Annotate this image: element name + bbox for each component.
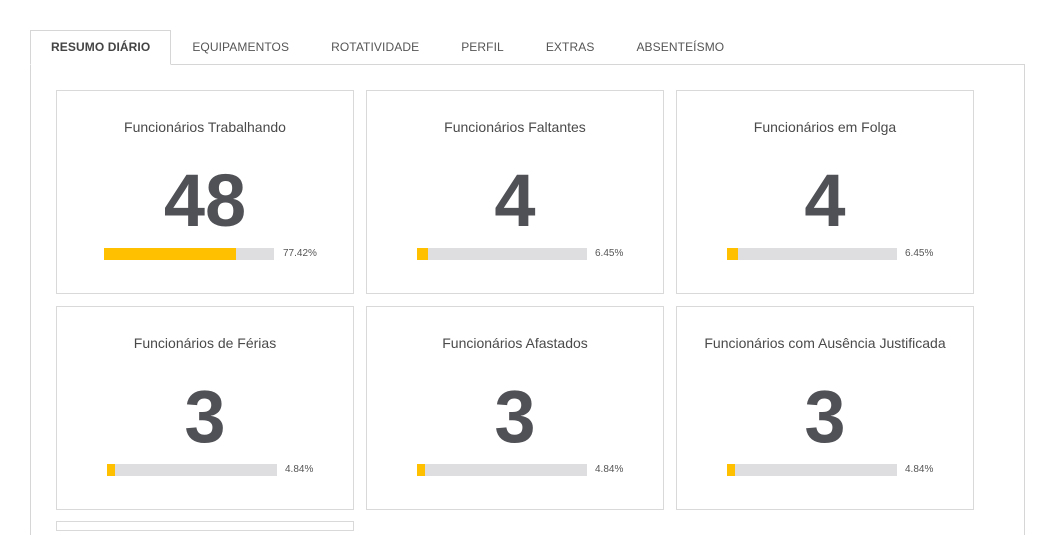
- progress-bar: [417, 248, 587, 260]
- card-title: Funcionários em Folga: [753, 119, 897, 135]
- progress-percent: 77.42%: [283, 248, 317, 259]
- card-funcionarios-trabalhando: Funcionários Trabalhando 48 77.42%: [56, 90, 354, 294]
- progress-fill: [727, 248, 738, 260]
- progress-fill: [104, 248, 236, 260]
- tab-perfil[interactable]: PERFIL: [461, 40, 504, 54]
- card-value: 3: [804, 375, 846, 458]
- card-value: 4: [494, 159, 536, 242]
- progress-percent: 4.84%: [595, 464, 624, 475]
- progress-bar: [417, 464, 587, 476]
- tab-equipamentos[interactable]: EQUIPAMENTOS: [192, 40, 290, 54]
- progress-fill: [727, 464, 735, 476]
- card-funcionarios-afastados: Funcionários Afastados 3 4.84%: [366, 306, 664, 510]
- tab-absenteismo[interactable]: ABSENTEÍSMO: [636, 40, 725, 54]
- card-partial: [56, 521, 354, 531]
- progress-bar: [727, 464, 897, 476]
- card-title: Funcionários com Ausência Justificada: [704, 335, 946, 351]
- tab-resumo-diario[interactable]: RESUMO DIÁRIO: [30, 30, 172, 65]
- tab-rotatividade[interactable]: ROTATIVIDADE: [331, 40, 420, 54]
- card-value: 3: [184, 375, 226, 458]
- progress-bar: [107, 464, 277, 476]
- progress-fill: [107, 464, 115, 476]
- card-funcionarios-de-ferias: Funcionários de Férias 3 4.84%: [56, 306, 354, 510]
- card-title: Funcionários Afastados: [442, 335, 588, 351]
- card-title: Funcionários Faltantes: [444, 119, 586, 135]
- card-value: 4: [804, 159, 846, 242]
- card-funcionarios-faltantes: Funcionários Faltantes 4 6.45%: [366, 90, 664, 294]
- card-funcionarios-em-folga: Funcionários em Folga 4 6.45%: [676, 90, 974, 294]
- progress-bar: [104, 248, 274, 260]
- tab-bar: RESUMO DIÁRIO EQUIPAMENTOS ROTATIVIDADE …: [30, 30, 745, 65]
- card-value: 3: [494, 375, 536, 458]
- progress-percent: 6.45%: [905, 248, 934, 259]
- card-value: 48: [163, 159, 247, 242]
- card-title: Funcionários Trabalhando: [124, 119, 286, 135]
- progress-percent: 4.84%: [285, 464, 314, 475]
- tab-extras[interactable]: EXTRAS: [545, 40, 595, 54]
- card-funcionarios-ausencia-justificada: Funcionários com Ausência Justificada 3 …: [676, 306, 974, 510]
- progress-bar: [727, 248, 897, 260]
- progress-fill: [417, 248, 428, 260]
- progress-percent: 6.45%: [595, 248, 624, 259]
- card-title: Funcionários de Férias: [133, 335, 277, 351]
- progress-fill: [417, 464, 425, 476]
- progress-percent: 4.84%: [905, 464, 934, 475]
